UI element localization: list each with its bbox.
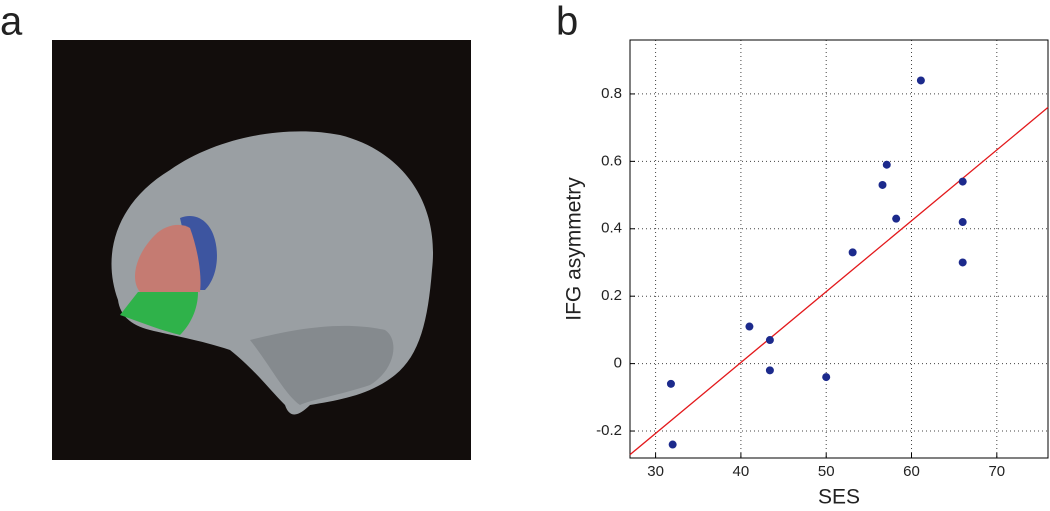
y-tick-label: -0.2 — [596, 422, 622, 439]
cerebellum — [250, 325, 394, 405]
x-tick-label: 30 — [647, 463, 664, 480]
point — [745, 322, 754, 331]
point — [878, 180, 887, 189]
x-tick-label: 50 — [818, 463, 835, 480]
x-tick-label: 60 — [903, 463, 920, 480]
region-green — [120, 292, 198, 335]
point — [848, 248, 857, 257]
x-tick-label: 40 — [733, 463, 750, 480]
point — [822, 373, 831, 382]
y-tick-label: 0.6 — [601, 152, 622, 169]
point — [765, 336, 774, 345]
y-axis-label: IFG asymmetry — [563, 177, 586, 321]
point — [666, 379, 675, 388]
point — [958, 258, 967, 267]
y-tick-label: 0.4 — [601, 220, 622, 237]
point — [765, 366, 774, 375]
x-tick-label: 70 — [988, 463, 1005, 480]
region-red — [135, 224, 201, 292]
plot-frame — [629, 39, 1049, 459]
point — [958, 218, 967, 227]
fit-line — [629, 106, 1049, 456]
scatter-plot: 30 40 50 60 70 -0.2 0 0.2 0.4 0.6 0.8 — [596, 39, 1049, 480]
y-tick-label: 0 — [614, 355, 622, 372]
brain-image — [52, 40, 471, 460]
point — [882, 160, 891, 169]
panel-label: a — [0, 0, 23, 44]
panel-label: b — [556, 0, 578, 44]
point — [958, 177, 967, 186]
point — [668, 440, 677, 449]
point — [892, 214, 901, 223]
y-tick-label: 0.8 — [601, 85, 622, 102]
y-tick-label: 0.2 — [601, 287, 622, 304]
point — [916, 76, 925, 85]
x-axis-label: SES — [818, 486, 860, 509]
